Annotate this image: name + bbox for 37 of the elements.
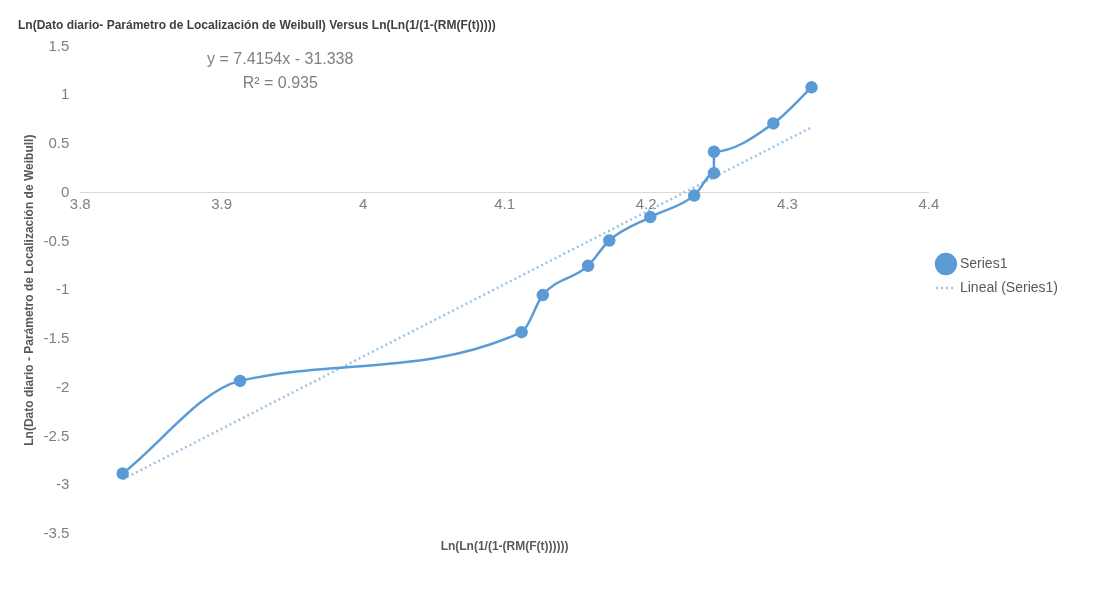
x-axis-title: Ln(Ln(1/(1-(RM(F(t)))))) (440, 539, 569, 553)
y-axis-title: Ln(Dato diario - Parámetro de Localización de Weibull) (21, 134, 36, 446)
y-tick-label: -1 (55, 280, 70, 298)
legend-label: Series1 (959, 254, 1008, 271)
point (687, 189, 701, 202)
y-tick-label: -3.5 (43, 524, 70, 542)
x-tick-label: 4.2 (635, 194, 657, 212)
x-tick-label: 4.4 (918, 194, 940, 212)
x-tick-label: 4.3 (777, 194, 798, 212)
y-tick-label: 0.5 (48, 134, 70, 152)
y-tick-label: 1.5 (48, 36, 70, 54)
x-tick-label: 4.1 (494, 194, 516, 212)
point (707, 166, 721, 180)
point (644, 210, 657, 224)
y-tick-label: 0 (60, 182, 70, 200)
point (536, 288, 550, 302)
x-tick-label: 4 (358, 194, 368, 212)
y-tick-label: -2.5 (43, 426, 70, 444)
point (603, 234, 616, 247)
y-tick-label: -1.5 (43, 329, 70, 347)
point (116, 467, 129, 480)
annotation: R² = 0.935 (242, 74, 318, 92)
y-tick-label: -2 (55, 377, 70, 395)
legend-label: Lineal (Series1) (959, 278, 1059, 295)
point (707, 145, 721, 158)
point (805, 81, 818, 94)
x-tick-label: 3.8 (69, 194, 91, 212)
y-tick-label: -0.5 (43, 231, 70, 249)
x-tick-label: 3.9 (211, 194, 233, 212)
point (581, 259, 595, 273)
chart-title: Ln(Dato diario- Parámetro de Localización de Weibull) Versus Ln(Ln(1/(1-(RM(F(t))))) (18, 17, 496, 32)
point (515, 325, 528, 339)
annotation: y = 7.4154x - 31.338 (207, 50, 354, 68)
point (233, 374, 247, 388)
y-tick-label: -3 (55, 475, 70, 493)
point (767, 117, 780, 130)
y-tick-label: 1 (60, 85, 70, 103)
